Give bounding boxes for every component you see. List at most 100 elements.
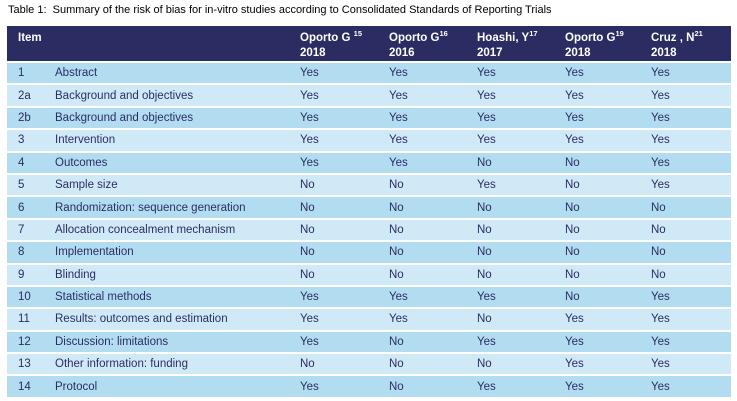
cell-value: No [651,241,731,265]
table-row: 4 Outcomes Yes Yes No No Yes [7,151,731,175]
study-year: 2018 [565,46,591,59]
cell-value: No [389,330,477,355]
cell-value: No [389,241,477,265]
item-number: 4 [7,151,55,175]
risk-of-bias-table: Item Oporto G 15 2018 Oporto G16 2016 Ho… [7,26,731,399]
table-row: 5 Sample size No No Yes No Yes [7,173,731,198]
cell-value: Yes [477,62,565,86]
item-number: 10 [7,285,55,310]
cell-value: Yes [300,106,389,131]
study-name: Cruz , N [651,32,695,44]
item-label: Results: outcomes and estimation [55,308,300,332]
item-label: Abstract [55,62,300,86]
cell-value: Yes [565,129,651,153]
cell-value: No [477,241,565,265]
study-year: 2016 [389,46,415,59]
cell-value: Yes [565,375,651,399]
cell-value: Yes [565,353,651,377]
cell-value: Yes [477,173,565,198]
cell-value: No [477,196,565,220]
table-body: 1 Abstract Yes Yes Yes Yes Yes 2a Backgr… [7,62,731,399]
table-row: 7 Allocation concealment mechanism No No… [7,218,731,243]
cell-value: Yes [389,285,477,310]
cell-value: Yes [651,330,731,355]
item-number: 2a [7,84,55,108]
cell-value: Yes [651,106,731,131]
cell-value: No [651,218,731,243]
cell-value: Yes [389,62,477,86]
cell-value: No [565,285,651,310]
cell-value: No [389,353,477,377]
cell-value: No [651,196,731,220]
cell-value: No [300,218,389,243]
cell-value: No [300,173,389,198]
cell-value: Yes [300,308,389,332]
cell-value: Yes [477,285,565,310]
cell-value: No [477,218,565,243]
cell-value: No [565,151,651,175]
cell-value: Yes [651,151,731,175]
cell-value: No [565,196,651,220]
cell-value: Yes [477,129,565,153]
item-number: 6 [7,196,55,220]
cell-value: Yes [565,62,651,86]
table-row: 14 Protocol Yes No Yes Yes Yes [7,375,731,399]
cell-value: Yes [300,330,389,355]
cell-value: Yes [651,129,731,153]
study-name: Oporto G [300,32,354,44]
cell-value: Yes [477,330,565,355]
study-reference-number: 17 [529,29,538,39]
item-number: 13 [7,353,55,377]
cell-value: Yes [477,84,565,108]
cell-value: No [477,353,565,377]
cell-value: Yes [300,375,389,399]
cell-value: Yes [300,62,389,86]
cell-value: No [300,241,389,265]
study-name: Oporto G [565,32,616,44]
cell-value: No [389,196,477,220]
column-header-study-3: Hoashi, Y17 2017 [477,26,565,63]
cell-value: Yes [651,285,731,310]
table-row: 2a Background and objectives Yes Yes Yes… [7,84,731,108]
cell-value: No [300,353,389,377]
item-label: Allocation concealment mechanism [55,218,300,243]
column-header-item: Item [7,26,300,63]
column-header-study-1: Oporto G 15 2018 [300,26,389,63]
cell-value: Yes [389,129,477,153]
cell-value: Yes [651,62,731,86]
item-number: 1 [7,62,55,86]
cell-value: Yes [300,151,389,175]
item-label: Statistical methods [55,285,300,310]
item-label: Intervention [55,129,300,153]
cell-value: Yes [565,330,651,355]
cell-value: No [300,263,389,287]
study-year: 2018 [300,46,326,59]
cell-value: Yes [651,173,731,198]
item-label: Implementation [55,241,300,265]
study-reference-number: 16 [439,29,448,39]
cell-value: Yes [477,375,565,399]
item-label: Blinding [55,263,300,287]
cell-value: Yes [565,106,651,131]
cell-value: Yes [651,353,731,377]
study-name: Hoashi, Y [477,32,530,44]
item-number: 9 [7,263,55,287]
cell-value: Yes [651,375,731,399]
header-row: Item Oporto G 15 2018 Oporto G16 2016 Ho… [7,26,731,63]
table-row: 6 Randomization: sequence generation No … [7,196,731,220]
cell-value: Yes [300,84,389,108]
cell-value: Yes [565,84,651,108]
cell-value: No [565,263,651,287]
item-number: 2b [7,106,55,131]
cell-value: Yes [389,84,477,108]
study-reference-number: 15 [353,29,363,39]
study-year: 2017 [477,46,503,59]
item-number: 8 [7,241,55,265]
cell-value: Yes [389,151,477,175]
cell-value: No [389,218,477,243]
column-header-study-5: Cruz , N21 2018 [651,26,731,63]
column-header-study-2: Oporto G16 2016 [389,26,477,63]
study-reference-number: 21 [694,29,703,39]
cell-value: Yes [651,308,731,332]
